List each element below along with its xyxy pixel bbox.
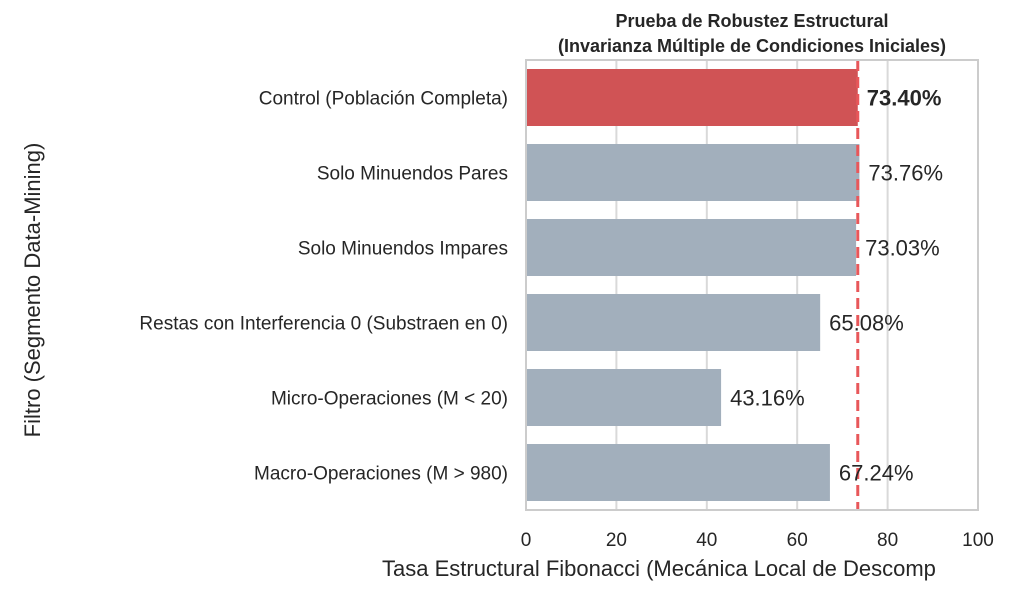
bar-5 (526, 444, 830, 501)
value-label-3: 65.08% (829, 311, 904, 336)
bar-0 (526, 69, 858, 126)
x-tick-label-2: 40 (696, 530, 717, 551)
bar-3 (526, 294, 821, 351)
chart-title-line-2: (Invarianza Múltiple de Condiciones Inic… (558, 36, 946, 56)
category-labels: Control (Población Completa) Solo Minuend… (139, 89, 508, 485)
plot-frame (525, 59, 979, 511)
category-label-0: Control (Población Completa) (259, 89, 508, 110)
chart-title-line-1: Prueba de Robustez Estructural (615, 11, 888, 31)
x-tick-label-4: 80 (877, 530, 898, 551)
value-label-0: 73.40% (867, 86, 942, 111)
y-axis-label: Filtro (Segmento Data-Mining) (20, 143, 45, 438)
bar-2 (526, 219, 857, 276)
bar-4 (526, 369, 722, 426)
x-tick-label-0: 0 (521, 530, 532, 551)
bar-1 (526, 144, 860, 201)
x-tick-labels: 0 20 40 60 80 100 (521, 530, 994, 551)
category-label-4: Micro-Operaciones (M < 20) (271, 389, 508, 410)
value-label-1: 73.76% (868, 161, 943, 186)
x-tick-label-3: 60 (787, 530, 808, 551)
value-labels: 73.40% 73.76% 73.03% 65.08% 43.16% 67.24% (730, 86, 943, 486)
value-label-4: 43.16% (730, 386, 805, 411)
x-tick-label-5: 100 (962, 530, 994, 551)
bars (526, 69, 860, 501)
x-axis-label: Tasa Estructural Fibonacci (Mecánica Loc… (382, 556, 936, 581)
category-label-2: Solo Minuendos Impares (298, 239, 508, 260)
x-tick-label-1: 20 (606, 530, 627, 551)
category-label-1: Solo Minuendos Pares (317, 164, 508, 185)
category-label-3: Restas con Interferencia 0 (Substraen en… (139, 314, 508, 335)
value-label-2: 73.03% (865, 236, 940, 261)
value-label-5: 67.24% (839, 461, 914, 486)
category-label-5: Macro-Operaciones (M > 980) (254, 464, 508, 485)
grid-lines (525, 60, 979, 510)
